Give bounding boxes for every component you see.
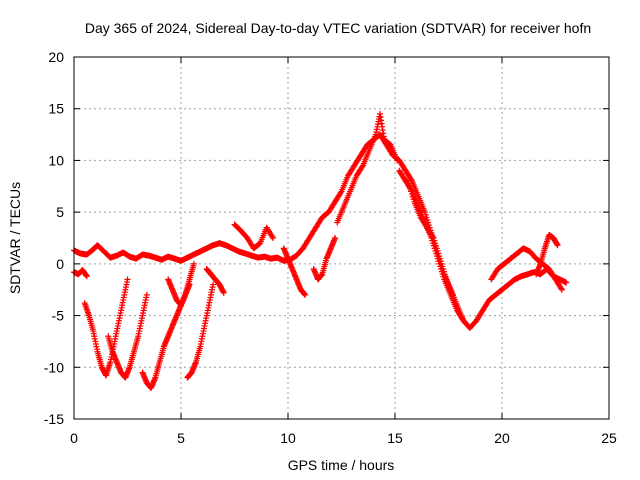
data-point: [449, 291, 456, 298]
series-pass-e: [165, 260, 197, 309]
y-tick-label: 0: [56, 256, 64, 272]
data-point: [269, 233, 276, 240]
data-point: [563, 279, 570, 286]
y-tick-label: 20: [48, 49, 64, 65]
series-pass-k: [396, 167, 467, 324]
y-tick-label: -5: [52, 308, 65, 324]
series-pass-d: [184, 281, 217, 381]
series-pass-i: [310, 235, 339, 283]
chart-title: Day 365 of 2024, Sidereal Day-to-day VTE…: [85, 20, 591, 36]
data-point: [558, 285, 565, 292]
data-point: [558, 286, 565, 293]
data-point: [270, 235, 277, 241]
y-tick-group: -15 -10 -5 0 5 10 15 20: [44, 49, 609, 427]
data-point: [460, 317, 467, 324]
x-tick-label: 15: [387, 430, 403, 446]
data-point: [429, 233, 436, 240]
grid-lines: [74, 57, 609, 419]
x-tick-label: 5: [177, 430, 185, 446]
series-pass-l: [404, 178, 456, 298]
data-series-group: [71, 110, 570, 391]
y-axis-label: SDTVAR / TECUs: [7, 182, 23, 294]
data-point: [337, 189, 344, 196]
data-point: [332, 235, 339, 241]
x-axis-label: GPS time / hours: [288, 457, 395, 473]
x-tick-group: 0 5 10 15 20 25: [70, 57, 617, 446]
y-tick-label: -15: [44, 411, 64, 427]
y-tick-label: -10: [44, 359, 64, 375]
data-point: [359, 163, 366, 170]
data-point: [220, 289, 227, 296]
data-point: [459, 316, 466, 323]
series-pass-h: [280, 245, 309, 298]
series-pass-n: [533, 231, 561, 278]
series-pass-a: [81, 276, 131, 379]
series-pass-j: [334, 110, 401, 226]
data-point: [143, 291, 150, 298]
series-pass-g: [231, 221, 277, 252]
y-tick-label: 10: [48, 152, 64, 168]
x-tick-label: 0: [70, 430, 78, 446]
data-point: [394, 157, 401, 164]
data-point: [554, 242, 561, 249]
series-pass-o: [71, 267, 90, 280]
series-pass-c: [139, 281, 193, 391]
data-point: [124, 276, 131, 283]
data-point: [190, 260, 197, 267]
y-tick-label: 15: [48, 101, 64, 117]
series-pass-m: [488, 245, 565, 293]
x-tick-label: 20: [494, 430, 510, 446]
y-tick-label: 5: [56, 204, 64, 220]
x-tick-label: 10: [280, 430, 296, 446]
plot-frame: [73, 56, 610, 420]
series-pass-f: [203, 266, 227, 296]
data-point: [210, 281, 217, 288]
data-point: [302, 291, 309, 298]
data-point: [408, 176, 415, 183]
data-point: [83, 273, 90, 280]
x-tick-label: 25: [601, 430, 617, 446]
series-pass-b: [105, 291, 150, 381]
